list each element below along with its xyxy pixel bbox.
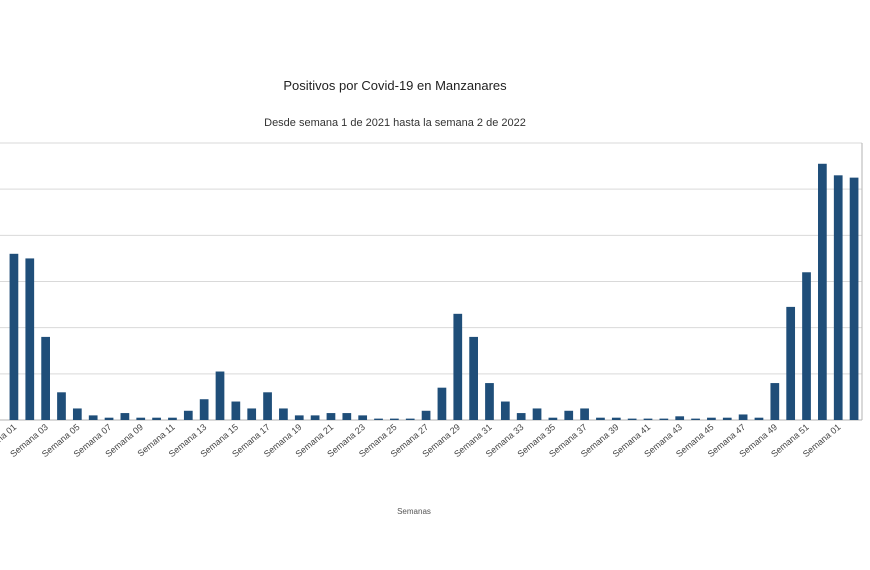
bar — [469, 336, 478, 420]
bar — [453, 313, 463, 420]
bar — [611, 417, 621, 420]
chart-subtitle: Desde semana 1 de 2021 hasta la semana 2… — [264, 117, 526, 129]
bar — [770, 383, 780, 420]
bar — [738, 414, 748, 420]
bar — [754, 417, 764, 420]
chart-title: Positivos por Covid-19 en Manzanares — [283, 78, 507, 93]
bar — [390, 418, 399, 420]
bar — [136, 417, 146, 420]
bar — [707, 417, 716, 420]
bar — [564, 410, 574, 420]
bar — [659, 418, 669, 420]
bar — [279, 408, 288, 420]
bar — [421, 410, 431, 420]
bar — [437, 387, 447, 420]
bar — [25, 258, 35, 420]
bar — [722, 417, 732, 420]
bar — [596, 417, 605, 420]
bar — [199, 399, 209, 420]
x-axis-title: Semanas — [397, 507, 431, 516]
bar — [41, 336, 50, 420]
bar — [72, 408, 82, 420]
bar — [818, 163, 827, 420]
bar — [88, 415, 98, 420]
bar — [627, 418, 637, 420]
grid-lines — [0, 142, 863, 421]
bar — [532, 408, 542, 420]
bar — [691, 418, 700, 420]
bar — [516, 413, 526, 420]
bar — [168, 417, 177, 420]
bar — [374, 418, 383, 420]
bar — [231, 401, 241, 420]
bar — [358, 415, 368, 420]
bar — [9, 253, 19, 420]
bar — [580, 408, 589, 420]
bar — [247, 408, 257, 420]
bar — [183, 410, 193, 420]
bar — [548, 417, 558, 420]
bar — [786, 306, 796, 420]
bar — [215, 371, 225, 420]
bar — [833, 175, 843, 420]
bars — [9, 163, 859, 421]
bar — [643, 418, 653, 420]
bar — [485, 383, 494, 420]
bar — [294, 415, 304, 420]
bar — [263, 392, 272, 420]
bar — [57, 392, 66, 420]
bar — [326, 413, 336, 420]
bar — [120, 413, 130, 420]
bar — [405, 418, 415, 420]
bar — [310, 415, 320, 420]
bar — [342, 413, 352, 420]
bar — [152, 417, 161, 420]
bar — [500, 401, 510, 420]
bar — [675, 416, 685, 420]
bar — [849, 177, 859, 421]
bar — [802, 272, 811, 420]
bar — [104, 417, 114, 420]
